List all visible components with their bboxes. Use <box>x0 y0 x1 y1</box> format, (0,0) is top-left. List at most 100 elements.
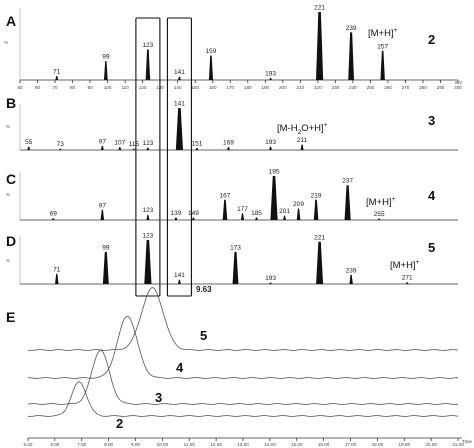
time-tick-label: 17.00 <box>345 442 357 447</box>
x-tick-label: 180 <box>244 85 252 90</box>
peak-label: 185 <box>251 210 262 217</box>
peak-bar <box>192 217 195 220</box>
peak-bar <box>316 241 324 284</box>
peak-label: 159 <box>206 48 217 55</box>
peak-label: 107 <box>114 140 125 147</box>
peak-label: 237 <box>342 178 353 185</box>
panel-b: B % 55 73 97 107 115 123 141 151 169 193 211 3 [M-… <box>6 95 458 151</box>
peak-label: 167 <box>220 192 231 199</box>
peak-label: 69 <box>50 211 58 218</box>
panel-e-traces <box>27 287 459 417</box>
peak-bar <box>269 146 272 150</box>
chromatogram-trace-5 <box>27 287 459 351</box>
panel-d-y-mark: % <box>6 258 10 263</box>
peak-label: 239 <box>346 25 357 32</box>
x-tick-label: 230 <box>332 85 340 90</box>
peak-bar <box>269 77 272 80</box>
peak-bar <box>27 146 31 150</box>
x-tick-label: 210 <box>296 85 304 90</box>
x-tick-label: 150 <box>191 85 199 90</box>
peak-label: 141 <box>174 272 185 279</box>
highlight-box <box>166 17 192 297</box>
chromatogram-trace-2 <box>27 381 459 417</box>
peak-bar <box>315 12 324 80</box>
panel-a-compound: 2 <box>428 32 435 47</box>
panel-b-compound: 3 <box>428 113 435 128</box>
peak-bar <box>146 214 150 220</box>
trace-label-4: 4 <box>176 360 184 375</box>
x-tick-label: 280 <box>419 85 427 90</box>
x-tick-label: 160 <box>209 85 217 90</box>
peak-bar <box>146 147 150 150</box>
peak-label: 257 <box>377 43 388 50</box>
time-tick-label: 13.00 <box>237 442 249 447</box>
panel-b-y-mark: % <box>6 124 10 129</box>
peak-label: 255 <box>374 211 385 218</box>
peak-bar <box>232 251 239 284</box>
peak-label: 271 <box>402 275 413 282</box>
peak-label: 141 <box>174 69 185 76</box>
peak-label: 71 <box>53 68 61 75</box>
time-tick-label: 20.00 <box>425 442 437 447</box>
peak-label: 123 <box>142 207 153 214</box>
trace-label-3: 3 <box>155 390 162 405</box>
peak-label: 99 <box>102 53 110 60</box>
x-tick-label: 70 <box>52 85 58 90</box>
peak-label: 193 <box>265 70 276 77</box>
panel-a: A % 71 99 123 141 159 193 221 239 257 50 60 70 80 90… <box>4 5 463 91</box>
x-tick-label: 220 <box>314 85 322 90</box>
time-tick-label: 14.00 <box>264 442 276 447</box>
peak-bar <box>313 199 319 220</box>
peak-bar <box>380 50 385 80</box>
peak-bar <box>296 208 301 220</box>
panel-c-ion-label: [M+H]+ <box>366 196 396 208</box>
x-tick-label: 260 <box>384 85 392 90</box>
panel-e-ticks: 5.00 6.00 7.00 8.00 9.00 10.00 11.00 12.00 13.00… <box>24 438 472 447</box>
chromatogram-trace-3 <box>27 349 459 405</box>
peak-bar <box>132 148 136 150</box>
panel-b-bars: 55 73 97 107 115 123 141 151 169 193 211 <box>19 101 458 151</box>
peak-bar <box>240 213 245 220</box>
peak-label: 115 <box>129 141 140 148</box>
peak-label: 123 <box>142 140 153 147</box>
time-tick-label: 11.00 <box>184 442 196 447</box>
peak-label: 71 <box>53 266 61 273</box>
panel-b-ion-label: [M-H2O+H]+ <box>277 122 328 136</box>
peak-bar <box>102 251 109 284</box>
x-tick-label: 50 <box>17 85 23 90</box>
panel-c-compound: 4 <box>428 188 436 203</box>
x-tick-label: 190 <box>261 85 269 90</box>
peak-bar <box>377 218 381 220</box>
panel-c-y-mark: % <box>6 192 10 197</box>
peak-label: 169 <box>223 140 234 147</box>
peak-label: 209 <box>293 201 304 208</box>
x-unit-label: m/z <box>455 80 463 85</box>
peak-bar <box>103 60 108 80</box>
peak-label: 221 <box>314 5 325 12</box>
trace-label-2: 2 <box>116 416 123 431</box>
panel-e-apex-label: 9.63 <box>196 285 212 294</box>
peak-label: 219 <box>311 192 322 199</box>
panel-a-ticks: 50 60 70 80 90 100 110 120 130 140 150 160 170 180 190… <box>17 80 463 90</box>
peak-bar <box>177 279 181 284</box>
x-tick-label: 120 <box>139 85 147 90</box>
x-tick-label: 250 <box>367 85 375 90</box>
time-tick-label: 5.00 <box>24 442 33 447</box>
panel-e: E 5.00 6.00 7.00 8.00 9.00 10.00 11.00 12.00 13.… <box>6 285 472 447</box>
peak-label: 211 <box>297 137 308 144</box>
peak-label: 195 <box>269 169 280 176</box>
panel-a-ion-label: [M+H]+ <box>368 27 398 39</box>
time-tick-label: 16.00 <box>318 442 330 447</box>
panel-b-letter: B <box>6 95 16 111</box>
peak-bar <box>348 32 355 80</box>
peak-label: 123 <box>142 233 153 240</box>
peak-bar <box>55 273 59 284</box>
trace-label-5: 5 <box>200 328 207 343</box>
time-tick-label: 7.00 <box>77 442 86 447</box>
x-tick-label: 80 <box>70 85 76 90</box>
time-tick-label: 10.00 <box>157 442 169 447</box>
peak-label: 177 <box>237 206 248 213</box>
